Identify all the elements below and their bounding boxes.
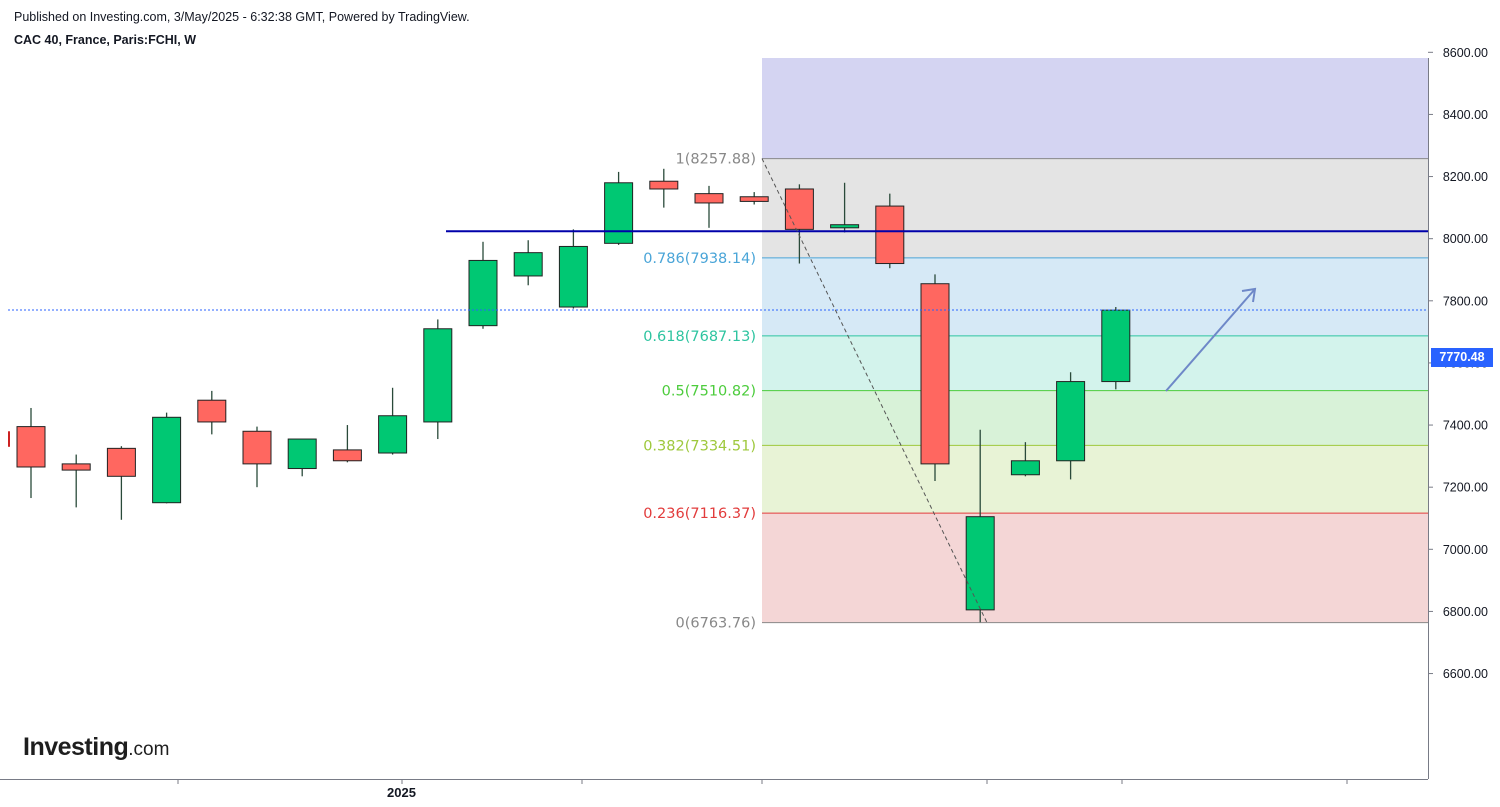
candle [468, 241, 498, 329]
price-tick-label: 7200.00 [1443, 481, 1488, 495]
candle-body-up [1010, 460, 1040, 476]
fib-trend-line [761, 158, 988, 623]
price-tick-label: 8600.00 [1443, 46, 1488, 60]
candle-body-up [1056, 381, 1086, 462]
projection-arrow-head [1241, 287, 1257, 303]
candle [558, 229, 588, 309]
fib-zone-0.786 [762, 257, 1428, 336]
logo-brand: Investing [23, 733, 129, 761]
candle-body-up [830, 224, 860, 229]
investing-logo: Investing.com [23, 733, 169, 762]
fib-label-1: 1(8257.88) [675, 152, 756, 168]
candle-body-up [287, 438, 317, 470]
candle [784, 184, 814, 264]
candle-body-up [378, 415, 408, 454]
candle-body-up [423, 328, 453, 423]
candle-body-down [694, 193, 724, 204]
candle-body-down [875, 205, 905, 265]
candle [1101, 307, 1131, 390]
price-tick-label: 8200.00 [1443, 170, 1488, 184]
candle [1056, 372, 1086, 480]
fib-zone-0.5 [762, 390, 1428, 446]
candle [649, 168, 679, 208]
candle [16, 407, 46, 499]
candle-body-up [965, 516, 995, 611]
candle [739, 192, 769, 205]
candle [197, 390, 227, 435]
partial-candle-edge [8, 431, 10, 447]
x-axis-label-2025: 2025 [387, 785, 416, 800]
fib-label-0.382: 0.382(7334.51) [643, 438, 756, 454]
candle-body-down [242, 430, 272, 465]
fib-label-0.618: 0.618(7687.13) [643, 329, 756, 345]
price-tick-label: 7800.00 [1443, 294, 1488, 308]
candle-body-down [197, 399, 227, 423]
price-tick-label: 6800.00 [1443, 605, 1488, 619]
candle-body-down [920, 283, 950, 465]
published-info: Published on Investing.com, 3/May/2025 -… [14, 10, 470, 24]
candle [287, 438, 317, 477]
candle-body-down [61, 463, 91, 471]
price-tick-label: 6600.00 [1443, 667, 1488, 681]
candle-body-up [558, 245, 588, 308]
candle-body-up [604, 182, 634, 244]
fibonacci-lines [762, 158, 1428, 624]
candle-body-up [468, 259, 498, 327]
candle [242, 426, 272, 488]
price-tick-label: 7000.00 [1443, 543, 1488, 557]
fib-zone-0.382 [762, 445, 1428, 514]
candle-body-up [152, 416, 182, 504]
candle [61, 454, 91, 508]
candles [8, 168, 1131, 623]
price-axis: 6600.006800.007000.007200.007400.007600.… [0, 46, 1488, 784]
candle-body-down [16, 426, 46, 468]
price-tick-label: 8400.00 [1443, 108, 1488, 122]
candle-body-down [106, 447, 136, 477]
candle-body-down [332, 449, 362, 462]
drawings [8, 158, 1428, 623]
projection-arrow [1165, 288, 1256, 392]
candle [920, 274, 950, 481]
candle-body-down [784, 188, 814, 230]
candle [830, 182, 860, 233]
fib-label-0.236: 0.236(7116.37) [643, 506, 756, 522]
candle-body-down [649, 180, 679, 190]
fib-label-0.5: 0.5(7510.82) [662, 384, 756, 400]
candle-body-down [739, 196, 769, 202]
logo-suffix: .com [128, 739, 170, 760]
symbol-title: CAC 40, France, Paris:FCHI, W [14, 33, 196, 47]
candle [875, 193, 905, 269]
candle [332, 425, 362, 463]
candle [604, 171, 634, 245]
candle [378, 387, 408, 455]
candle [152, 412, 182, 504]
fib-zone-0.236 [762, 513, 1428, 623]
candle [513, 240, 543, 286]
fib-zone-0.618 [762, 335, 1428, 391]
last-price-badge: 7770.48 [1431, 348, 1493, 367]
fibonacci-zones [762, 58, 1428, 623]
fib-zone-1 [762, 158, 1428, 258]
candle [1010, 442, 1040, 477]
fib-zone-top [762, 58, 1428, 159]
price-tick-label: 8000.00 [1443, 232, 1488, 246]
fib-label-0.786: 0.786(7938.14) [643, 251, 756, 267]
candle-body-up [513, 252, 543, 277]
fibonacci-labels: 1(8257.88) 0.786(7938.14) 0.618(7687.13) 0.… [643, 152, 756, 632]
candle [423, 319, 453, 440]
price-tick-label: 7400.00 [1443, 419, 1488, 433]
candle-body-up [1101, 309, 1131, 383]
candle [694, 185, 724, 228]
candle [965, 429, 995, 623]
fib-label-0: 0(6763.76) [675, 616, 756, 632]
candle [106, 446, 136, 520]
